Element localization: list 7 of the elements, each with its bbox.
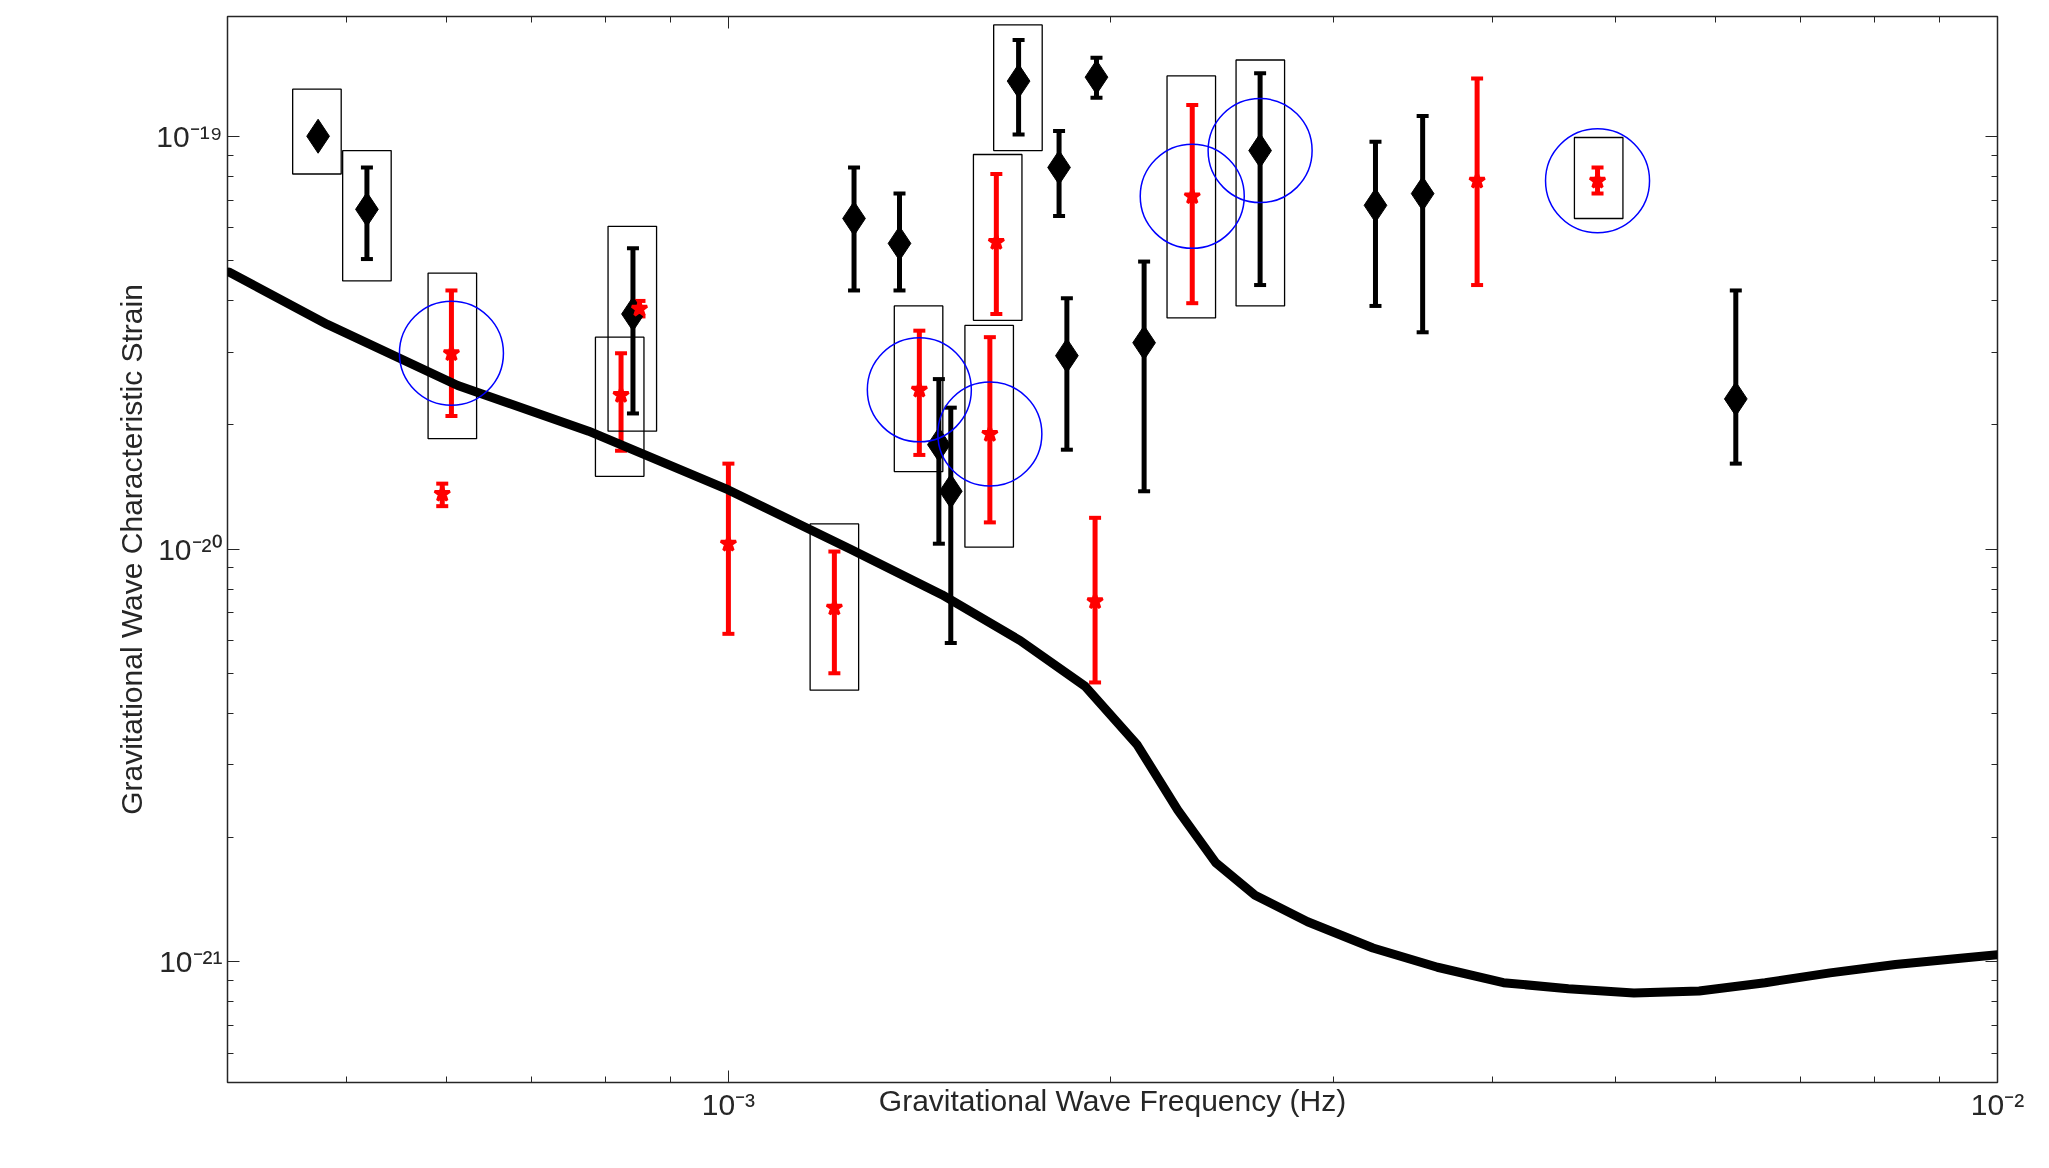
y-tick-label: 10⁻²¹ — [159, 945, 223, 979]
y-tick-label: 10⁻²⁰ — [158, 532, 223, 566]
y-axis-title: Gravitational Wave Characteristic Strain — [115, 284, 149, 815]
y-tick-label: 10⁻¹⁹ — [156, 119, 223, 153]
x-tick-label: 10⁻² — [1970, 1087, 2025, 1121]
x-tick-label: 10⁻³ — [701, 1087, 756, 1121]
x-axis-title: Gravitational Wave Frequency (Hz) — [878, 1083, 1347, 1117]
